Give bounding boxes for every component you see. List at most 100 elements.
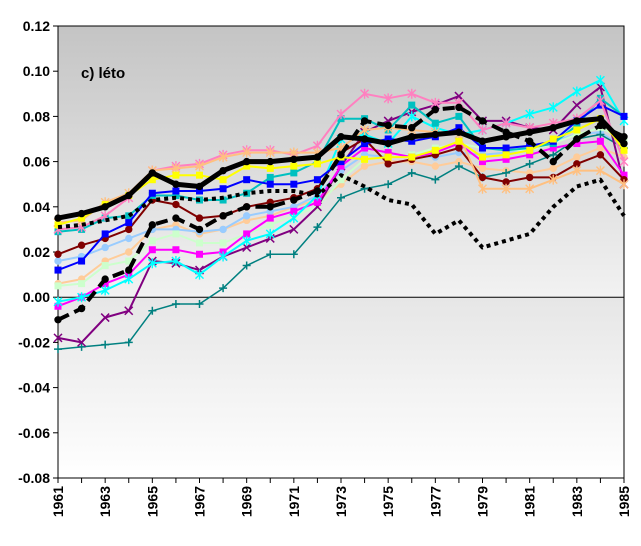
data-point (501, 118, 511, 129)
data-point (53, 296, 63, 307)
data-point (242, 147, 252, 158)
data-point (619, 179, 629, 190)
data-point (243, 162, 251, 170)
data-point (171, 299, 180, 308)
y-tick-label: -0.04 (18, 380, 50, 396)
data-point (478, 137, 487, 145)
data-point (148, 306, 157, 315)
data-point (549, 135, 557, 143)
data-point (313, 198, 321, 206)
x-tick-label: 1961 (50, 486, 66, 517)
data-point (407, 168, 416, 177)
x-tick-label: 1973 (333, 486, 349, 517)
data-point (549, 157, 557, 166)
data-point (195, 225, 204, 234)
y-tick-label: 0.06 (23, 154, 50, 170)
data-point (502, 155, 510, 163)
data-point (384, 149, 392, 157)
data-point (455, 128, 463, 136)
data-point (573, 117, 581, 125)
y-tick-label: -0.02 (18, 334, 50, 350)
x-tick-label: 1965 (144, 486, 160, 517)
data-point (289, 250, 298, 259)
data-point (525, 137, 534, 145)
data-point (383, 93, 393, 104)
data-point (265, 147, 275, 158)
data-point (101, 230, 109, 238)
data-point (195, 182, 204, 191)
data-point (478, 124, 487, 135)
x-axis: 1961 1963 1965 1967 1969 1971 1973 1975 1977 1979… (50, 478, 632, 517)
data-point (431, 130, 440, 139)
series-3 (54, 103, 628, 324)
data-point (77, 337, 87, 347)
data-point (431, 119, 439, 127)
data-point (526, 142, 534, 150)
data-point (620, 139, 628, 148)
data-point (455, 112, 463, 120)
data-point (361, 155, 369, 163)
data-point (54, 214, 62, 222)
data-point (148, 169, 157, 177)
data-point (525, 183, 535, 194)
data-point (125, 225, 133, 234)
x-tick-label: 1985 (616, 486, 632, 517)
data-point (549, 124, 557, 132)
data-point (573, 130, 581, 138)
x-tick-label: 1967 (192, 486, 208, 517)
data-point (195, 214, 204, 222)
data-point (219, 196, 227, 204)
data-point (384, 135, 392, 143)
data-point (195, 161, 204, 172)
data-point (360, 124, 370, 135)
data-point (196, 250, 203, 258)
data-point (360, 162, 369, 170)
data-point (172, 200, 180, 209)
y-axis: -0.08 -0.06 -0.04 -0.02 0.00 0.02 0.04 0.06 0.08… (18, 18, 58, 486)
x-tick-label: 1975 (380, 486, 396, 517)
data-point (360, 88, 370, 99)
data-point (101, 280, 109, 288)
data-point (478, 164, 487, 173)
data-point (172, 187, 180, 195)
data-point (124, 274, 134, 285)
data-point (101, 262, 109, 270)
data-point (242, 212, 251, 220)
data-point (290, 155, 298, 164)
data-point (243, 176, 251, 184)
data-point (125, 257, 133, 265)
series-11 (54, 137, 628, 310)
data-point (337, 158, 345, 166)
data-point (219, 284, 228, 293)
data-point (196, 187, 203, 195)
data-point (526, 151, 534, 159)
data-point (595, 165, 605, 176)
data-point (501, 183, 511, 194)
data-point (243, 230, 251, 238)
data-point (478, 117, 487, 125)
data-point (172, 246, 180, 254)
data-point (595, 75, 605, 86)
x-tick-label: 1969 (239, 486, 255, 517)
data-point (384, 180, 393, 189)
data-point (266, 173, 274, 181)
data-point (266, 221, 274, 229)
data-point (525, 109, 535, 120)
data-point (148, 237, 156, 245)
data-point (408, 133, 416, 141)
data-point (502, 168, 511, 177)
data-point (266, 157, 274, 166)
data-point (431, 146, 439, 154)
data-point (289, 213, 299, 224)
data-point (525, 173, 534, 182)
data-point (125, 234, 133, 243)
data-point (172, 180, 180, 188)
data-point (290, 207, 298, 215)
data-point (219, 176, 227, 184)
data-point (148, 176, 156, 184)
data-point (455, 124, 463, 132)
data-point (219, 185, 227, 193)
data-point (408, 101, 416, 109)
data-point (573, 153, 581, 161)
data-point (407, 88, 417, 99)
